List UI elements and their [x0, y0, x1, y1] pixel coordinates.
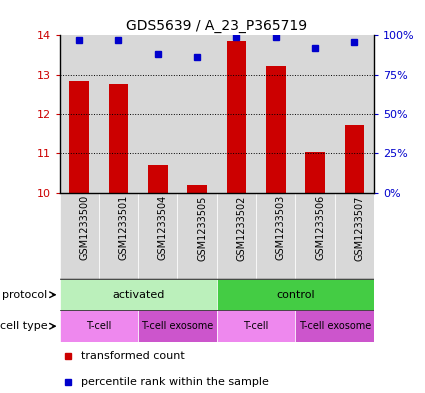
Bar	[138, 35, 178, 193]
Bar	[335, 193, 374, 279]
Bar	[187, 185, 207, 193]
Text: GSM1233503: GSM1233503	[276, 195, 286, 261]
Bar	[295, 35, 335, 193]
Text: GSM1233504: GSM1233504	[158, 195, 168, 261]
Bar	[178, 193, 217, 279]
Text: protocol: protocol	[3, 290, 48, 300]
Bar	[69, 81, 89, 193]
Text: activated: activated	[112, 290, 164, 300]
Bar	[217, 35, 256, 193]
Bar	[266, 66, 286, 193]
Text: GSM1233500: GSM1233500	[79, 195, 89, 261]
Text: cell type: cell type	[0, 321, 48, 331]
Bar	[138, 193, 178, 279]
Text: T-cell: T-cell	[244, 321, 269, 331]
Bar	[99, 35, 138, 193]
Bar	[227, 41, 246, 193]
Bar	[148, 165, 167, 193]
Text: T-cell: T-cell	[86, 321, 111, 331]
Bar	[109, 84, 128, 193]
Text: control: control	[276, 290, 314, 300]
Bar	[256, 193, 295, 279]
Text: GSM1233501: GSM1233501	[119, 195, 128, 261]
Bar	[256, 35, 295, 193]
Text: percentile rank within the sample: percentile rank within the sample	[81, 377, 269, 387]
Text: transformed count: transformed count	[81, 351, 184, 361]
Bar	[60, 193, 99, 279]
Bar	[60, 279, 217, 310]
Bar	[60, 35, 99, 193]
Bar	[138, 310, 217, 342]
Text: GSM1233505: GSM1233505	[197, 195, 207, 261]
Bar	[217, 279, 374, 310]
Bar	[178, 35, 217, 193]
Bar	[217, 193, 256, 279]
Text: T-cell exosome: T-cell exosome	[141, 321, 213, 331]
Bar	[99, 193, 138, 279]
Bar	[295, 310, 374, 342]
Bar	[334, 35, 374, 193]
Bar	[217, 310, 295, 342]
Text: GSM1233507: GSM1233507	[354, 195, 364, 261]
Text: T-cell exosome: T-cell exosome	[298, 321, 371, 331]
Bar	[295, 193, 335, 279]
Bar	[345, 125, 364, 193]
Text: GSM1233506: GSM1233506	[315, 195, 325, 261]
Title: GDS5639 / A_23_P365719: GDS5639 / A_23_P365719	[126, 19, 307, 33]
Bar	[305, 152, 325, 193]
Text: GSM1233502: GSM1233502	[236, 195, 246, 261]
Bar	[60, 310, 138, 342]
